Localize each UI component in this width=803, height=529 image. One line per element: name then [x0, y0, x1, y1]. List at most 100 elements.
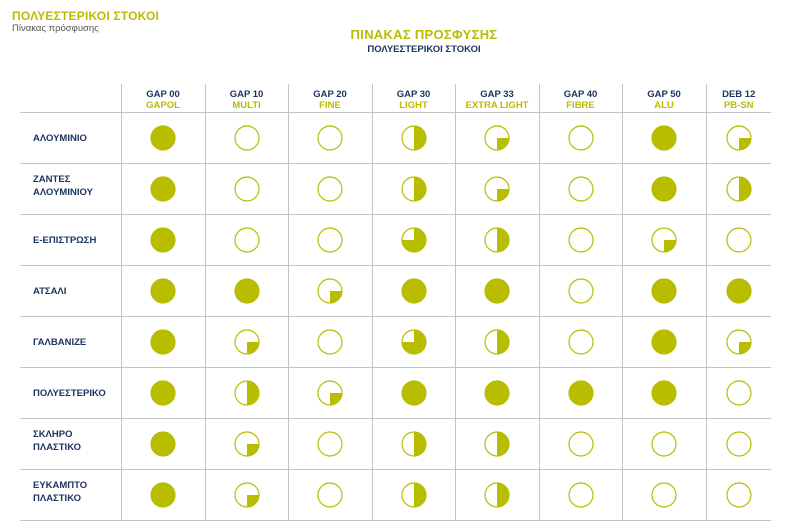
adhesion-level-icon — [150, 176, 176, 202]
adhesion-cell — [705, 316, 771, 368]
adhesion-level-icon — [233, 125, 260, 151]
adhesion-level-icon — [400, 431, 427, 457]
adhesion-cell — [538, 418, 622, 470]
adhesion-cell — [454, 367, 539, 419]
adhesion-cell — [204, 214, 288, 266]
adhesion-cell — [454, 469, 539, 521]
adhesion-cell — [371, 469, 455, 521]
table-row: ΣΚΛΗΡΟ ΠΛΑΣΤΙΚΟ — [20, 418, 771, 470]
adhesion-level-icon — [317, 482, 343, 508]
adhesion-cell — [287, 418, 372, 470]
adhesion-cell — [705, 265, 771, 317]
adhesion-level-icon — [317, 380, 343, 406]
adhesion-level-icon — [233, 482, 260, 508]
adhesion-cell — [621, 265, 706, 317]
adhesion-level-icon — [484, 278, 510, 304]
row-label-line: ΑΤΣΑΛΙ — [33, 285, 67, 297]
adhesion-cell — [621, 112, 706, 164]
column-header: GAP 10 MULTI — [204, 84, 288, 113]
adhesion-cell — [371, 316, 455, 368]
adhesion-level-icon — [317, 431, 343, 457]
adhesion-level-icon — [150, 125, 176, 151]
adhesion-cell — [621, 163, 706, 215]
adhesion-level-icon — [150, 482, 176, 508]
adhesion-cell — [120, 469, 205, 521]
row-label-line: ΑΛΟΥΜΙΝΙΟΥ — [33, 187, 93, 198]
adhesion-level-icon — [484, 482, 510, 508]
column-name: MULTI — [232, 100, 261, 111]
adhesion-cell — [454, 316, 539, 368]
column-code: GAP 30 — [396, 89, 431, 100]
adhesion-level-icon — [233, 176, 260, 202]
adhesion-level-icon — [317, 227, 343, 253]
adhesion-cell — [538, 265, 622, 317]
adhesion-level-icon — [233, 278, 260, 304]
adhesion-cell — [204, 112, 288, 164]
column-header: GAP 40 FIBRE — [538, 84, 622, 113]
adhesion-cell — [705, 418, 771, 470]
table-subtitle: ΠΟΛΥΕΣΤΕΡΙΚΟΙ ΣΤΟΚΟΙ — [367, 44, 481, 55]
row-label: ΑΛΟΥΜΙΝΙΟ — [20, 112, 121, 164]
adhesion-cell — [287, 469, 372, 521]
row-label: ΕΥΚΑΜΠΤΟ ΠΛΑΣΤΙΚΟ — [20, 469, 121, 521]
adhesion-level-icon — [567, 329, 594, 355]
row-label-line: ΠΛΑΣΤΙΚΟ — [33, 442, 82, 453]
column-name: LIGHT — [399, 100, 428, 111]
column-code: GAP 33 — [480, 89, 514, 100]
adhesion-cell — [204, 163, 288, 215]
adhesion-level-icon — [567, 125, 594, 151]
column-header: GAP 00 GAPOL — [120, 84, 205, 113]
adhesion-cell — [621, 469, 706, 521]
adhesion-cell — [454, 214, 539, 266]
adhesion-level-icon — [567, 278, 594, 304]
column-code: DEB 12 — [722, 89, 756, 100]
adhesion-level-icon — [400, 482, 427, 508]
row-label-line: ΖΑΝΤΕΣ — [33, 174, 71, 185]
adhesion-cell — [454, 112, 539, 164]
adhesion-cell — [371, 367, 455, 419]
adhesion-cell — [287, 163, 372, 215]
header-row: GAP 00 GAPOL GAP 10 MULTI GAP 20 FINE GAP 3… — [20, 84, 771, 113]
adhesion-cell — [705, 367, 771, 419]
adhesion-cell — [538, 112, 622, 164]
adhesion-cell — [538, 316, 622, 368]
column-name: PB-SN — [723, 100, 754, 111]
row-label: ΖΑΝΤΕΣ ΑΛΟΥΜΙΝΙΟΥ — [20, 163, 121, 215]
adhesion-level-icon — [400, 380, 427, 406]
row-label-line: ΠΟΛΥΕΣΤΕΡΙΚΟ — [33, 387, 106, 399]
column-name: ALU — [654, 100, 674, 111]
adhesion-cell — [621, 367, 706, 419]
table-body: ΑΛΟΥΜΙΝΙΟ ΖΑΝΤΕΣ ΑΛΟΥΜΙΝΙΟΥ Ε-ΕΠΙΣΤΡΩΣΗ ΑΤΣΑ… — [20, 112, 771, 521]
corner-cell — [20, 84, 121, 113]
row-label-line: ΣΚΛΗΡΟ — [33, 429, 73, 440]
adhesion-level-icon — [484, 431, 510, 457]
row-label: Ε-ΕΠΙΣΤΡΩΣΗ — [20, 214, 121, 266]
adhesion-level-icon — [567, 431, 594, 457]
adhesion-level-icon — [651, 176, 677, 202]
adhesion-level-icon — [150, 329, 176, 355]
adhesion-cell — [204, 469, 288, 521]
adhesion-level-icon — [150, 380, 176, 406]
adhesion-level-icon — [317, 329, 343, 355]
adhesion-cell — [454, 265, 539, 317]
column-header: GAP 30 LIGHT — [371, 84, 455, 113]
table-row: ΓΑΛΒΑΝΙΖΕ — [20, 316, 771, 368]
adhesion-cell — [371, 112, 455, 164]
adhesion-cell — [287, 112, 372, 164]
adhesion-level-icon — [651, 227, 677, 253]
column-name: GAPOL — [146, 100, 180, 111]
adhesion-level-icon — [317, 125, 343, 151]
adhesion-cell — [705, 214, 771, 266]
adhesion-level-icon — [233, 380, 260, 406]
adhesion-cell — [371, 163, 455, 215]
table-row: ΑΛΟΥΜΙΝΙΟ — [20, 112, 771, 164]
adhesion-level-icon — [726, 227, 752, 253]
adhesion-cell — [371, 265, 455, 317]
adhesion-cell — [120, 214, 205, 266]
table-row: Ε-ΕΠΙΣΤΡΩΣΗ — [20, 214, 771, 266]
adhesion-level-icon — [317, 278, 343, 304]
column-code: GAP 20 — [313, 89, 347, 100]
adhesion-level-icon — [567, 176, 594, 202]
brand-subtitle: Πίνακας πρόσφυσης — [12, 23, 99, 34]
row-label-line: Ε-ΕΠΙΣΤΡΩΣΗ — [33, 234, 97, 246]
